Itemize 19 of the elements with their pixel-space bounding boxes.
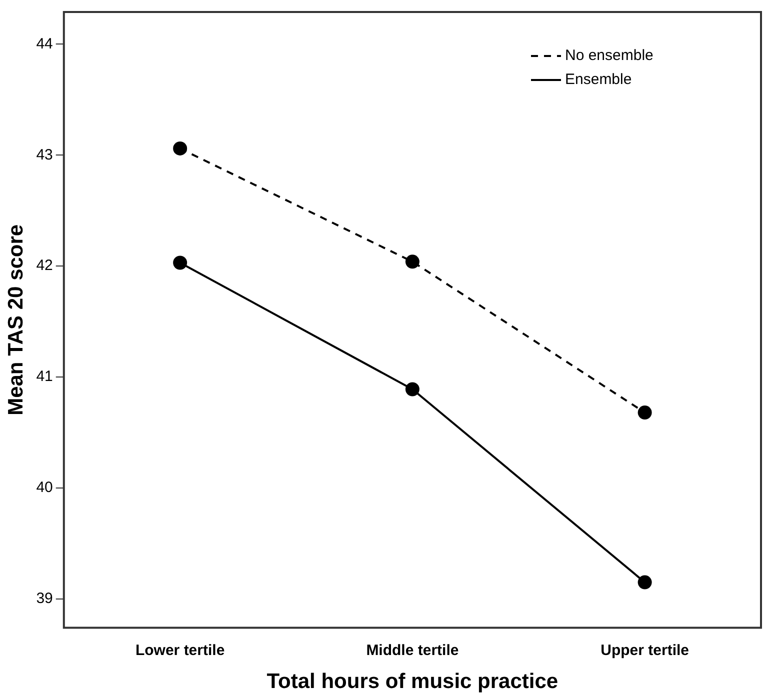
x-tick-label: Upper tertile [600, 642, 689, 659]
point [638, 406, 652, 420]
y-tick-label: 42 [36, 257, 53, 274]
legend-label: No ensemble [565, 47, 654, 64]
x-tick-label: Lower tertile [135, 642, 225, 659]
x-tick-label: Middle tertile [366, 642, 459, 659]
y-axis-title: Mean TAS 20 score [4, 224, 28, 416]
x-axis-title: Total hours of music practice [266, 670, 558, 694]
point [173, 141, 188, 156]
legend-label: Ensemble [565, 71, 632, 88]
point [405, 382, 420, 396]
point [638, 575, 652, 590]
y-tick-label: 43 [36, 146, 53, 164]
y-tick-label: 41 [36, 368, 53, 386]
point [405, 254, 420, 269]
y-tick-label: 39 [36, 590, 53, 608]
y-tick-label: 40 [36, 479, 53, 496]
point [173, 256, 188, 270]
y-tick-label: 44 [36, 35, 53, 52]
